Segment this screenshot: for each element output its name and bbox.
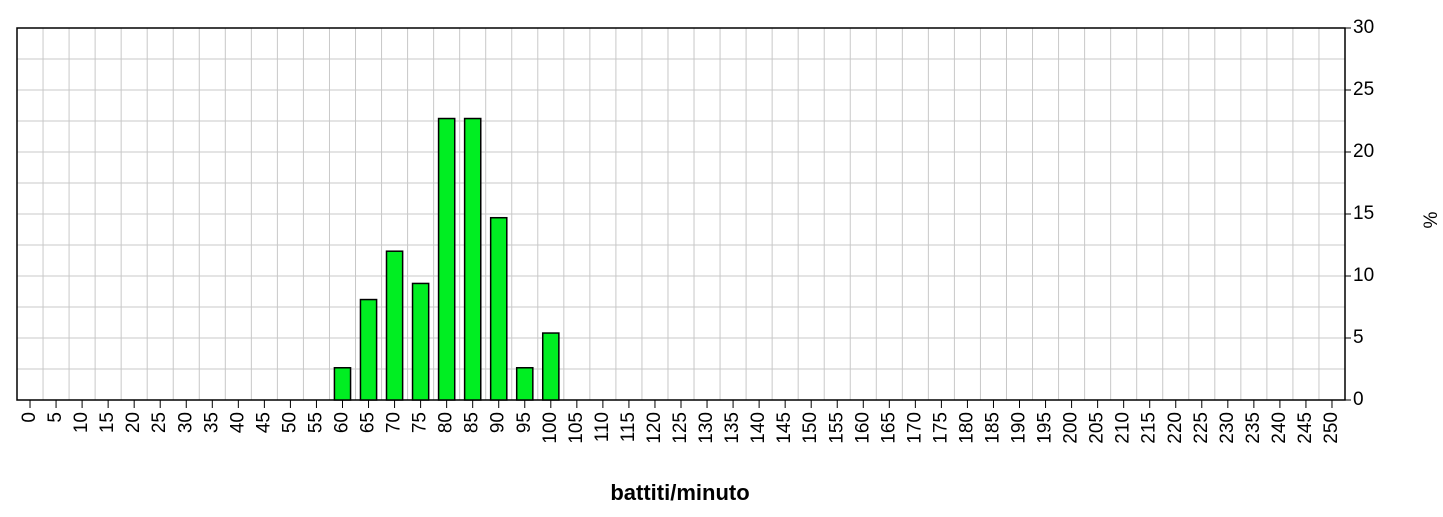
x-tick-label: 125 — [670, 412, 691, 444]
y-tick-label: 30 — [1353, 17, 1374, 38]
x-tick-label: 150 — [800, 412, 821, 444]
x-tick-label: 40 — [227, 412, 248, 433]
x-tick-label: 140 — [748, 412, 769, 444]
x-tick-label: 50 — [279, 412, 300, 433]
y-tick-label: 10 — [1353, 265, 1374, 286]
x-tick-label: 175 — [930, 412, 951, 444]
x-tick-label: 200 — [1061, 412, 1082, 444]
bar — [385, 250, 404, 401]
y-axis-label: % — [1421, 211, 1442, 228]
x-tick-label: 10 — [71, 412, 92, 433]
x-tick-label: 85 — [462, 412, 483, 433]
x-tick-label: 120 — [644, 412, 665, 444]
x-tick-label: 245 — [1295, 412, 1316, 444]
x-tick-label: 240 — [1269, 412, 1290, 444]
x-tick-label: 110 — [592, 412, 613, 442]
x-tick-label: 225 — [1191, 412, 1212, 444]
y-tick-label: 0 — [1353, 389, 1364, 410]
bar — [541, 332, 560, 401]
x-tick-label: 95 — [514, 412, 535, 433]
bar — [515, 367, 534, 401]
x-tick-label: 105 — [566, 412, 587, 444]
x-tick-label: 160 — [852, 412, 873, 444]
bar — [359, 298, 378, 401]
x-tick-label: 35 — [201, 412, 222, 433]
x-tick-label: 180 — [956, 412, 977, 444]
x-axis-label: battiti/minuto — [610, 480, 749, 505]
x-tick-label: 65 — [358, 412, 379, 433]
y-tick-label: 25 — [1353, 79, 1374, 100]
x-tick-label: 235 — [1243, 412, 1264, 444]
x-tick-label: 15 — [97, 412, 118, 433]
x-tick-label: 20 — [123, 412, 144, 433]
y-tick-label: 15 — [1353, 203, 1374, 224]
x-tick-label: 230 — [1217, 412, 1238, 444]
x-tick-label: 5 — [45, 412, 66, 423]
bar — [333, 367, 352, 401]
x-tick-label: 45 — [253, 412, 274, 433]
x-tick-label: 220 — [1165, 412, 1186, 444]
y-tick-label: 5 — [1353, 327, 1364, 348]
x-tick-label: 0 — [19, 412, 40, 423]
x-tick-label: 145 — [774, 412, 795, 444]
x-tick-label: 130 — [696, 412, 717, 444]
x-tick-label: 170 — [904, 412, 925, 444]
bar — [463, 117, 482, 401]
x-tick-label: 165 — [878, 412, 899, 444]
x-tick-label: 60 — [332, 412, 353, 433]
x-tick-label: 70 — [384, 412, 405, 433]
x-tick-label: 30 — [175, 412, 196, 433]
x-tick-label: 75 — [410, 412, 431, 433]
x-tick-label: 90 — [488, 412, 509, 433]
x-tick-label: 135 — [722, 412, 743, 444]
x-tick-label: 25 — [149, 412, 170, 433]
x-tick-label: 155 — [826, 412, 847, 444]
x-tick-label: 190 — [1009, 412, 1030, 444]
x-tick-label: 210 — [1113, 412, 1134, 444]
bar — [489, 216, 508, 401]
bar — [437, 117, 456, 401]
x-tick-label: 205 — [1087, 412, 1108, 444]
x-tick-label: 80 — [436, 412, 457, 433]
x-tick-label: 100 — [540, 412, 561, 444]
x-tick-label: 215 — [1139, 412, 1160, 444]
x-tick-label: 250 — [1321, 412, 1342, 444]
x-tick-label: 115 — [618, 412, 639, 442]
bar — [411, 282, 430, 401]
x-tick-label: 185 — [982, 412, 1003, 444]
y-tick-label: 20 — [1353, 141, 1374, 162]
x-tick-label: 195 — [1035, 412, 1056, 444]
x-tick-label: 55 — [305, 412, 326, 433]
